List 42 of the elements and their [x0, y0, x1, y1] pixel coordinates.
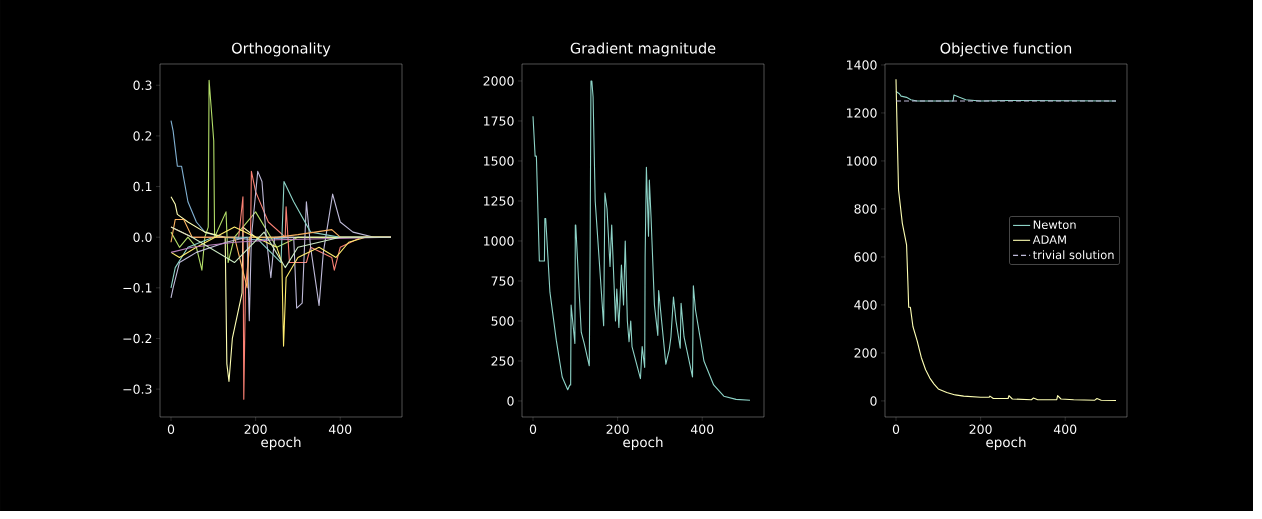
- y-tick-label: 0.3: [133, 80, 152, 90]
- y-tick-label: 1000: [484, 236, 514, 246]
- chart-title: Objective function: [940, 42, 1072, 57]
- x-axis-title: epoch: [986, 436, 1026, 450]
- x-tick-label: 200: [606, 424, 629, 434]
- legend-label: ADAM: [1032, 235, 1066, 244]
- y-tick-label: 0.1: [133, 181, 152, 192]
- y-tick-label: −0.3: [123, 384, 152, 394]
- y-tick-label: 750: [491, 276, 514, 286]
- y-tick-label: 800: [854, 204, 877, 214]
- y-tick-label: 0.2: [133, 131, 152, 141]
- y-tick-label: 1250: [484, 196, 514, 206]
- x-tick-label: 200: [969, 424, 992, 434]
- y-tick-label: 0: [507, 396, 514, 406]
- x-tick-label: 400: [328, 424, 352, 434]
- y-tick-label: 1500: [484, 156, 514, 166]
- y-tick-label: 250: [491, 356, 514, 366]
- legend-label: trivial solution: [1032, 250, 1114, 260]
- x-tick-label: 0: [529, 424, 537, 434]
- y-tick-label: 0.0: [133, 232, 152, 242]
- y-tick-label: 600: [854, 252, 877, 262]
- x-axis-title: epoch: [261, 436, 301, 450]
- legend-label: Newton: [1033, 220, 1076, 230]
- x-tick-label: 400: [690, 424, 714, 434]
- y-tick-label: 1400: [847, 60, 877, 70]
- y-tick-label: 500: [491, 316, 514, 326]
- y-tick-label: 200: [854, 348, 877, 358]
- y-tick-label: 1000: [847, 156, 877, 166]
- chart-title: Gradient magnitude: [570, 42, 716, 57]
- x-tick-label: 400: [1053, 424, 1077, 434]
- y-tick-label: 0: [870, 396, 877, 406]
- chart-title: Orthogonality: [232, 42, 331, 57]
- x-tick-label: 0: [167, 424, 175, 434]
- y-tick-label: 1200: [847, 108, 877, 118]
- y-tick-label: −0.1: [123, 283, 152, 293]
- x-tick-label: 200: [244, 424, 267, 434]
- x-axis-title: epoch: [623, 436, 663, 450]
- y-tick-label: 2000: [483, 76, 514, 86]
- y-tick-label: 1750: [484, 116, 514, 126]
- y-tick-label: 400: [854, 300, 877, 310]
- y-tick-label: −0.2: [123, 333, 152, 344]
- x-tick-label: 0: [892, 424, 900, 434]
